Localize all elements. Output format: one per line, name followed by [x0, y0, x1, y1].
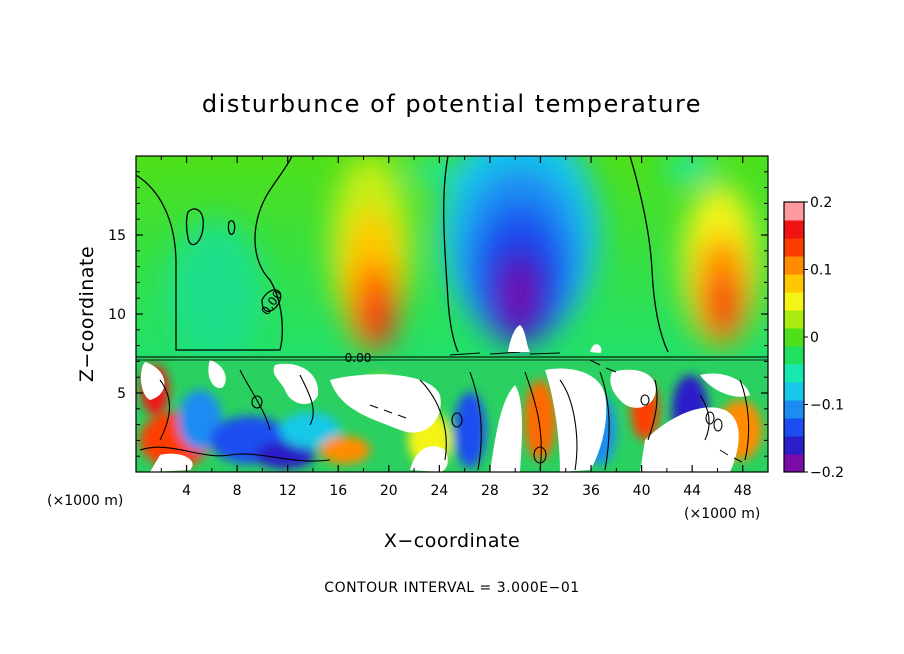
- chart-title: disturbunce of potential temperature: [202, 90, 702, 118]
- contour-label: 0.00: [345, 351, 372, 365]
- colorbar-ticks: 0.2 0.1 0 −0.1 −0.2: [804, 195, 844, 481]
- y-axis-title: Z−coordinate: [76, 246, 98, 382]
- x-tick-label: 16: [329, 483, 347, 499]
- y-tick-label: 10: [108, 307, 126, 323]
- colorbar-swatch: [784, 400, 804, 419]
- x-tick-label: 24: [430, 483, 448, 499]
- colorbar-tick-label: 0.1: [810, 263, 832, 279]
- colorbar-swatch: [784, 274, 804, 293]
- upper-contours: [136, 156, 669, 353]
- contour-interval-note: CONTOUR INTERVAL = 3.000E−01: [324, 580, 579, 596]
- colorbar-swatch: [784, 436, 804, 455]
- colorbar-tick-label: 0: [810, 330, 819, 346]
- x-tick-label: 4: [182, 483, 191, 499]
- colorbar-tick-label: 0.2: [810, 195, 832, 211]
- upper-field-blobs: [167, 156, 758, 360]
- colorbar-swatch: [784, 346, 804, 365]
- y-axis: 5 10 15: [108, 171, 768, 457]
- colorbar-swatch: [784, 292, 804, 311]
- colorbar-swatch: [784, 202, 804, 221]
- colorbar-swatch: [784, 328, 804, 347]
- x-axis: 4 8 12 16 20 24 28 32 36 40 44 48: [160, 156, 752, 499]
- colorbar-swatch: [784, 220, 804, 239]
- x-tick-label: 48: [734, 483, 752, 499]
- colorbar-swatch: [784, 310, 804, 329]
- y-tick-label: 15: [108, 228, 126, 244]
- x-tick-label: 20: [380, 483, 398, 499]
- x-tick-label: 8: [233, 483, 242, 499]
- x-tick-label: 36: [582, 483, 600, 499]
- colorbar: [783, 201, 805, 473]
- colorbar-swatch: [784, 256, 804, 275]
- y-tick-label: 5: [117, 386, 126, 402]
- x-tick-label: 44: [683, 483, 701, 499]
- colorbar-swatch: [784, 238, 804, 257]
- x-tick-label: 32: [532, 483, 550, 499]
- x-unit-label-left: (×1000 m): [47, 493, 123, 509]
- lower-contours: [136, 351, 768, 471]
- interface-plume-small: [590, 344, 602, 353]
- x-axis-title: X−coordinate: [384, 530, 520, 552]
- x-tick-label: 40: [633, 483, 651, 499]
- colorbar-swatch: [784, 418, 804, 437]
- plot-area: [136, 156, 768, 472]
- interface-plume: [508, 325, 530, 352]
- colorbar-swatch: [784, 364, 804, 383]
- colorbar-tick-label: −0.2: [810, 465, 844, 481]
- colorbar-tick-label: −0.1: [810, 398, 844, 414]
- x-unit-label-right: (×1000 m): [684, 506, 760, 522]
- colorbar-swatch: [784, 382, 804, 401]
- colorbar-swatch: [784, 454, 804, 473]
- lower-white-regions: [140, 360, 750, 472]
- x-tick-label: 28: [481, 483, 499, 499]
- x-tick-label: 12: [279, 483, 297, 499]
